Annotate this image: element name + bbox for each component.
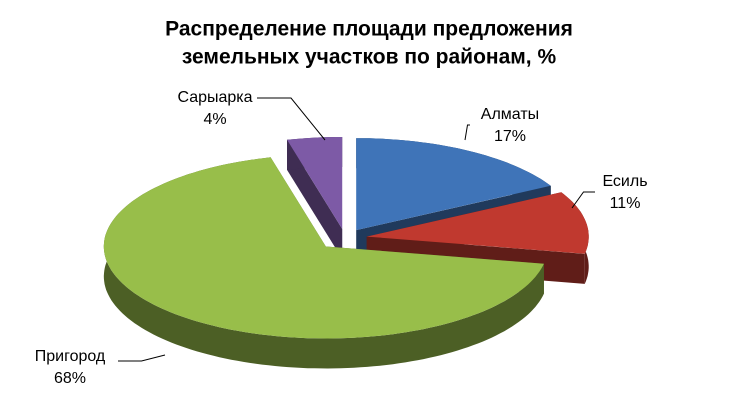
data-label-name: Есиль bbox=[602, 173, 647, 190]
data-label-name: Сарыарка bbox=[177, 89, 252, 106]
labels: Алматы 17% Есиль 11% Пригород 68% Сарыарка 4% bbox=[35, 89, 648, 387]
slice bbox=[287, 137, 343, 229]
pie bbox=[103, 137, 589, 369]
leader-line bbox=[464, 124, 470, 141]
data-label-value: 4% bbox=[203, 111, 226, 128]
data-label-value: 11% bbox=[610, 195, 641, 212]
slice bbox=[366, 192, 589, 254]
slice bbox=[103, 157, 544, 339]
data-label-name: Алматы bbox=[481, 106, 539, 123]
data-label-value: 17% bbox=[494, 128, 526, 145]
leader-line bbox=[118, 354, 166, 362]
chart-title: земельных участков по районам, % bbox=[182, 46, 557, 69]
slice-wall bbox=[287, 139, 343, 259]
data-label-name: Пригород bbox=[35, 348, 106, 365]
leader-line bbox=[571, 191, 595, 209]
slice bbox=[356, 138, 551, 231]
data-label-value: 68% bbox=[54, 370, 86, 387]
leader-line bbox=[257, 97, 326, 141]
chart-title: Распределение площади предложения bbox=[165, 18, 573, 41]
